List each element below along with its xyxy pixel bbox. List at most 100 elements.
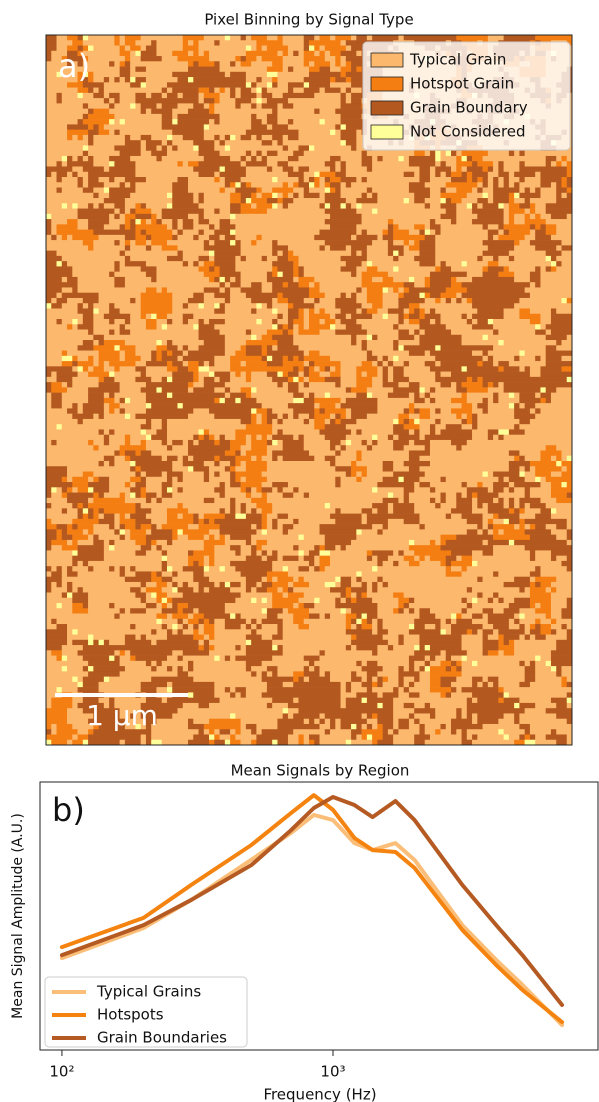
pixel-run: [209, 535, 215, 541]
pixel-run: [383, 461, 394, 467]
pixel-run: [398, 608, 404, 614]
pixel-run: [262, 692, 341, 698]
pixel-run: [351, 387, 367, 393]
pixel-run: [556, 156, 562, 162]
pixel-run: [130, 209, 136, 215]
pixel-run: [109, 524, 115, 530]
pixel-run: [446, 566, 452, 572]
pixel-run: [120, 46, 126, 52]
pixel-run: [551, 456, 557, 462]
pixel-run: [367, 440, 373, 446]
pixel-run: [130, 650, 172, 656]
pixel-run: [199, 645, 205, 651]
pixel-run: [193, 666, 246, 672]
pixel-run: [209, 472, 215, 478]
pixel-run: [298, 130, 330, 136]
pixel-run: [204, 193, 231, 199]
pixel-run: [540, 456, 551, 462]
pixel-run: [277, 719, 304, 725]
pixel-run: [109, 477, 130, 483]
pixel-run: [220, 456, 236, 462]
legend-swatch: [371, 101, 403, 115]
pixel-run: [146, 493, 157, 499]
pixel-run: [204, 635, 210, 641]
pixel-run: [383, 287, 389, 293]
pixel-run: [362, 514, 368, 520]
pixel-run: [393, 340, 399, 346]
pixel-run: [104, 77, 110, 83]
pixel-run: [341, 88, 347, 94]
pixel-run: [393, 466, 409, 472]
pixel-run: [262, 135, 273, 141]
pixel-run: [556, 587, 572, 593]
pixel-run: [356, 224, 388, 230]
pixel-run: [230, 656, 236, 662]
pixel-run: [241, 503, 247, 509]
pixel-run: [419, 314, 425, 320]
pixel-run: [498, 592, 530, 598]
pixel-run: [246, 645, 273, 651]
pixel-run: [230, 445, 241, 451]
pixel-run: [214, 209, 220, 215]
pixel-run: [172, 598, 235, 604]
pixel-run: [298, 535, 304, 541]
pixel-run: [188, 508, 220, 514]
pixel-run: [451, 151, 457, 157]
pixel-run: [114, 529, 120, 535]
pixel-run: [267, 461, 330, 467]
pixel-run: [393, 235, 425, 241]
pixel-run: [199, 629, 205, 635]
pixel-run: [151, 592, 157, 598]
pixel-run: [156, 314, 167, 320]
pixel-run: [156, 272, 204, 278]
pixel-run: [183, 592, 241, 598]
pixel-run: [167, 240, 204, 246]
pixel-run: [93, 303, 109, 309]
pixel-run: [78, 224, 89, 230]
pixel-run: [419, 424, 430, 430]
pixel-run: [488, 172, 499, 178]
pixel-run: [251, 498, 267, 504]
pixel-run: [409, 419, 415, 425]
pixel-run: [88, 603, 109, 609]
pixel-run: [114, 650, 120, 656]
pixel-run: [109, 603, 115, 609]
pixel-run: [214, 88, 220, 94]
pixel-run: [504, 608, 520, 614]
pixel-run: [304, 656, 320, 662]
pixel-run: [272, 603, 293, 609]
pixel-run: [514, 198, 525, 204]
pixel-run: [530, 230, 536, 236]
pixel-run: [472, 408, 483, 414]
pixel-run: [483, 503, 489, 509]
pixel-run: [214, 61, 220, 67]
pixel-run: [120, 51, 131, 57]
pixel-run: [309, 561, 315, 567]
pixel-run: [341, 193, 362, 199]
pixel-run: [262, 514, 268, 520]
pixel-run: [162, 119, 173, 125]
pixel-run: [46, 46, 57, 52]
pixel-run: [78, 177, 84, 183]
pixel-run: [46, 424, 57, 430]
pixel-run: [183, 261, 189, 267]
pixel-run: [220, 734, 231, 740]
pixel-run: [262, 156, 268, 162]
pixel-run: [88, 245, 94, 251]
pixel-run: [435, 240, 483, 246]
pixel-run: [246, 577, 262, 583]
pixel-run: [320, 119, 326, 125]
pixel-run: [135, 161, 177, 167]
pixel-run: [46, 466, 67, 472]
pixel-run: [209, 103, 215, 109]
pixel-run: [167, 324, 194, 330]
pixel-run: [535, 224, 541, 230]
pixel-run: [320, 46, 326, 52]
pixel-run: [72, 587, 78, 593]
pixel-run: [567, 335, 573, 341]
pixel-run: [99, 640, 105, 646]
pixel-run: [256, 598, 262, 604]
pixel-run: [272, 435, 293, 441]
pixel-run: [288, 319, 294, 325]
pixel-run: [72, 561, 78, 567]
